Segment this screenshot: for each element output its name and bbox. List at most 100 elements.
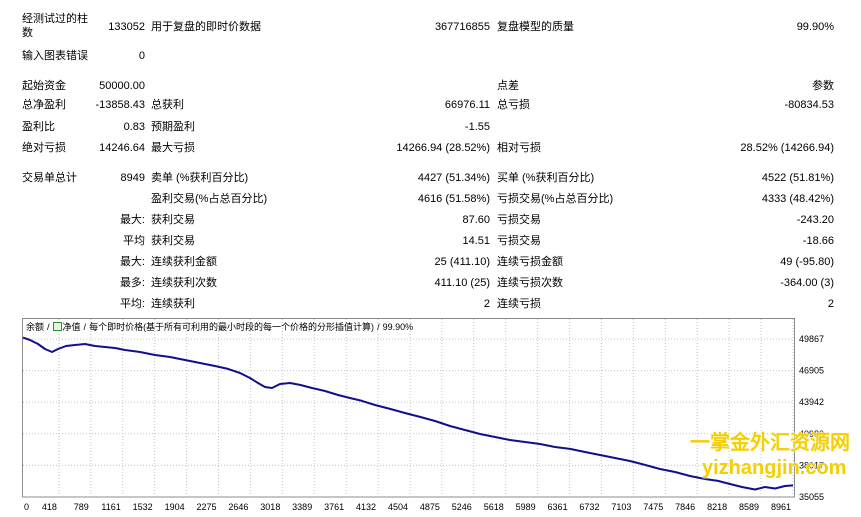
modelling-quality-value: 99.90% xyxy=(796,21,834,33)
initial-deposit-value: 50000.00 xyxy=(99,80,145,92)
y-tick-label: 38017 xyxy=(799,460,824,470)
y-tick-label: 43942 xyxy=(799,397,824,407)
max-consecutive-losses-value: 49 (-95.80) xyxy=(780,256,834,268)
long-positions-label: 买单 (%获利百分比) xyxy=(497,172,595,184)
average-consecutive-losses-label: 连续亏损 xyxy=(497,298,541,310)
total-net-profit-label: 总净盈利 xyxy=(22,99,66,111)
spread-label: 点差 xyxy=(497,80,519,92)
x-tick-label: 5246 xyxy=(452,502,472,512)
maximal-consecutive-label: 最多: xyxy=(119,277,145,289)
legend-separator: / xyxy=(377,322,380,332)
mismatched-errors-value: 0 xyxy=(138,50,145,62)
max-consecutive-wins-value: 25 (411.10) xyxy=(434,256,490,268)
total-net-profit-value: -13858.43 xyxy=(95,99,145,111)
x-tick-label: 2275 xyxy=(196,502,216,512)
ticks-modelled-value: 367716855 xyxy=(434,21,490,33)
gross-profit-label: 总获利 xyxy=(151,99,184,111)
maximal-drawdown-label: 最大亏损 xyxy=(151,142,195,154)
largest-profit-value: 87.60 xyxy=(462,214,490,226)
average-consecutive-label: 平均: xyxy=(119,298,145,310)
gross-loss-label: 总亏损 xyxy=(497,99,530,111)
bars-tested-label: 经测试过的柱数 xyxy=(22,13,88,39)
mismatched-errors-label: 输入图表错误 xyxy=(22,50,88,62)
short-positions-value: 4427 (51.34%) xyxy=(417,172,490,184)
x-tick-label: 2646 xyxy=(228,502,248,512)
relative-drawdown-value: 28.52% (14266.94) xyxy=(740,142,834,154)
long-positions-value: 4522 (51.81%) xyxy=(761,172,834,184)
y-tick-label: 40980 xyxy=(799,429,824,439)
x-tick-label: 3761 xyxy=(324,502,344,512)
x-tick-label: 4132 xyxy=(356,502,376,512)
watermark-url: yizhangjin.com xyxy=(702,457,847,479)
average-consecutive-wins-value: 2 xyxy=(483,298,490,310)
largest-loss-value: -243.20 xyxy=(796,214,834,226)
maximal-consecutive-profit-label: 连续获利次数 xyxy=(151,277,217,289)
average-profit-value: 14.51 xyxy=(462,235,490,247)
maximal-consecutive-loss-value: -364.00 (3) xyxy=(780,277,834,289)
relative-drawdown-label: 相对亏损 xyxy=(497,142,541,154)
total-trades-value: 8949 xyxy=(120,172,145,184)
x-tick-label: 1532 xyxy=(133,502,153,512)
gross-profit-value: 66976.11 xyxy=(444,99,490,111)
average-loss-label: 亏损交易 xyxy=(497,235,541,247)
max-consecutive-wins-label: 连续获利金额 xyxy=(151,256,217,268)
total-trades-label: 交易单总计 xyxy=(22,172,77,184)
x-tick-label: 7103 xyxy=(611,502,631,512)
x-tick-label: 6361 xyxy=(548,502,568,512)
y-tick-label: 49867 xyxy=(799,334,824,344)
x-tick-label: 6732 xyxy=(579,502,599,512)
bars-tested-value: 133052 xyxy=(108,21,145,33)
maximal-consecutive-profit-value: 411.10 (25) xyxy=(434,277,490,289)
x-tick-label: 5989 xyxy=(516,502,536,512)
legend-equity: 净值 xyxy=(62,322,81,332)
absolute-drawdown-value: 14246.64 xyxy=(99,142,145,154)
initial-deposit-label: 起始资金 xyxy=(22,80,66,92)
short-positions-label: 卖单 (%获利百分比) xyxy=(151,172,249,184)
x-tick-label: 789 xyxy=(74,502,89,512)
legend-separator: / xyxy=(47,322,50,332)
loss-trades-label: 亏损交易(%占总百分比) xyxy=(497,193,614,205)
x-tick-label: 5618 xyxy=(484,502,504,512)
y-tick-label: 35055 xyxy=(799,492,824,502)
average-label: 平均 xyxy=(123,235,145,247)
chart-grid xyxy=(23,319,794,497)
legend-method: 每个即时价格(基于所有可利用的最小时段的每一个价格的分形插值计算) xyxy=(89,322,375,332)
absolute-drawdown-label: 绝对亏损 xyxy=(22,142,66,154)
maximal-drawdown-value: 14266.94 (28.52%) xyxy=(396,142,490,154)
chart-frame xyxy=(22,318,795,498)
largest-loss-label: 亏损交易 xyxy=(497,214,541,226)
x-tick-label: 3018 xyxy=(260,502,280,512)
parameters-label: 参数 xyxy=(812,80,834,92)
x-tick-label: 8589 xyxy=(739,502,759,512)
expected-payoff-value: -1.55 xyxy=(464,121,490,133)
average-consecutive-wins-label: 连续获利 xyxy=(151,298,195,310)
legend-quality: 99.90% xyxy=(382,322,414,332)
gross-loss-value: -80834.53 xyxy=(784,99,834,111)
watermark-chinese: 一掌金外汇资源网 xyxy=(690,432,850,454)
loss-trades-value: 4333 (48.42%) xyxy=(761,193,834,205)
x-tick-label: 7846 xyxy=(675,502,695,512)
average-loss-value: -18.66 xyxy=(802,235,834,247)
expected-payoff-label: 预期盈利 xyxy=(151,121,195,133)
max-consecutive-label: 最大: xyxy=(119,256,145,268)
ticks-modelled-label: 用于复盘的即时价数据 xyxy=(151,21,261,33)
modelling-quality-label: 复盘模型的质量 xyxy=(497,21,574,33)
x-tick-label: 8961 xyxy=(771,502,791,512)
profit-trades-label: 盈利交易(%占总百分比) xyxy=(151,193,268,205)
max-consecutive-losses-label: 连续亏损金额 xyxy=(497,256,563,268)
x-tick-label: 4504 xyxy=(388,502,408,512)
x-tick-label: 0 xyxy=(24,502,29,512)
chart-legend: 余额 / 净值 / 每个即时价格(基于所有可利用的最小时段的每一个价格的分形插值计算) /… xyxy=(26,321,413,333)
x-tick-label: 1904 xyxy=(165,502,185,512)
chart-series xyxy=(22,336,794,491)
x-tick-label: 418 xyxy=(42,502,57,512)
x-tick-label: 8218 xyxy=(707,502,727,512)
legend-separator: / xyxy=(83,322,87,332)
x-tick-label: 4875 xyxy=(420,502,440,512)
x-tick-label: 7475 xyxy=(643,502,663,512)
profit-factor-label: 盈利比 xyxy=(22,121,55,133)
balance-line xyxy=(22,336,794,491)
average-consecutive-losses-value: 2 xyxy=(827,298,834,310)
largest-profit-label: 获利交易 xyxy=(151,214,195,226)
largest-label: 最大: xyxy=(119,214,145,226)
